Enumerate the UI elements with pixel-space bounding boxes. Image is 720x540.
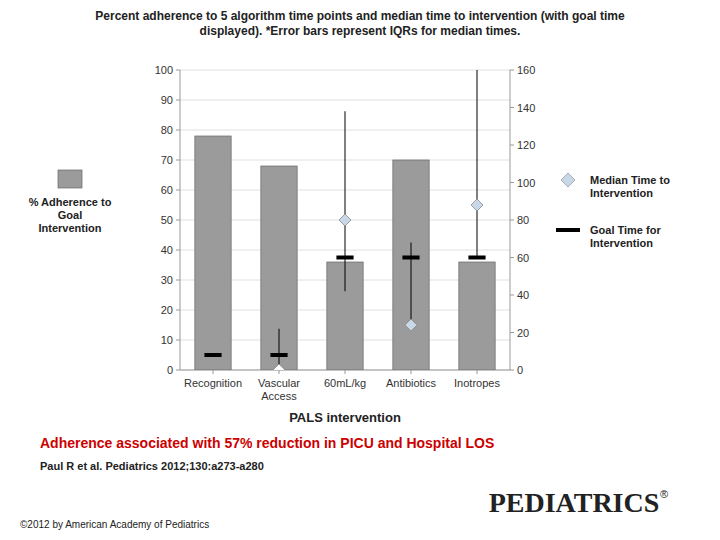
grid-line	[180, 100, 510, 101]
x-tick-label: 60mL/kg	[324, 377, 366, 389]
bar	[393, 160, 429, 370]
x-tick	[345, 370, 346, 374]
annotation: ©2012 by American Academy of Pediatrics	[20, 519, 209, 530]
y-tick-label: 40	[161, 244, 173, 256]
y-tick-label: 70	[161, 154, 173, 166]
legend-label: Median Time toIntervention	[590, 174, 670, 199]
y-tick	[176, 220, 180, 221]
y-tick-label: 10	[161, 334, 173, 346]
legend: % Adherence toGoalIntervention Median Tim…	[29, 170, 671, 249]
y2-tick	[510, 145, 514, 146]
y2-tick	[510, 70, 514, 71]
legend-swatch	[561, 173, 575, 187]
x-tick	[477, 370, 478, 374]
error-bar	[345, 111, 346, 291]
y-tick-label: 50	[161, 214, 173, 226]
y2-tick-label: 100	[517, 177, 535, 189]
x-label: PALS intervention	[289, 410, 401, 425]
median-marker	[471, 199, 483, 211]
y2-tick	[510, 107, 514, 108]
x-tick	[279, 370, 280, 374]
y-tick-label: 80	[161, 124, 173, 136]
y-tick	[176, 340, 180, 341]
median-marker	[273, 364, 285, 370]
title: Percent adherence to 5 algorithm time po…	[95, 9, 625, 38]
y2-tick	[510, 370, 514, 371]
y-tick-label: 60	[161, 184, 173, 196]
x-tick	[213, 370, 214, 374]
goal-line	[336, 256, 353, 260]
y2-tick-label: 80	[517, 214, 529, 226]
y-tick-label: 100	[155, 64, 173, 76]
y2-tick	[510, 257, 514, 258]
y2-tick-label: 0	[517, 364, 523, 376]
chart: Percent adherence to 5 algorithm time po…	[0, 0, 720, 540]
bar	[459, 262, 495, 370]
y2-tick	[510, 182, 514, 183]
y2-tick-label: 60	[517, 252, 529, 264]
y-tick	[176, 280, 180, 281]
y2-tick-label: 120	[517, 139, 535, 151]
median-marker	[405, 319, 417, 331]
y-tick-label: 0	[167, 364, 173, 376]
grid-line	[180, 70, 510, 71]
y2-tick-label: 40	[517, 289, 529, 301]
bar	[261, 166, 297, 370]
goal-line	[204, 353, 221, 357]
goal-line	[402, 256, 419, 260]
legend-label: Goal Time forIntervention	[590, 224, 661, 249]
y2-tick-label: 160	[517, 64, 535, 76]
y-tick	[176, 310, 180, 311]
y-tick	[176, 70, 180, 71]
x-tick-label: Recognition	[184, 377, 242, 389]
annotation: ®	[660, 488, 668, 500]
annotation: Paul R et al. Pediatrics 2012;130:a273-a…	[40, 460, 264, 472]
annotation: PEDIATRICS	[489, 487, 660, 518]
y2-tick	[510, 220, 514, 221]
x-tick-label: VascularAccess	[258, 377, 300, 402]
y-tick	[176, 160, 180, 161]
legend-swatch	[58, 170, 82, 188]
error-bar	[477, 70, 478, 258]
goal-line	[468, 256, 485, 260]
legend-swatch	[556, 228, 580, 232]
y-tick	[176, 370, 180, 371]
y2-tick-label: 140	[517, 102, 535, 114]
x-tick-label: Antibiotics	[386, 377, 437, 389]
y2-tick	[510, 295, 514, 296]
legend-label: % Adherence toGoalIntervention	[29, 196, 112, 234]
y2-tick-label: 20	[517, 327, 529, 339]
median-marker	[339, 214, 351, 226]
y-tick	[176, 130, 180, 131]
x-tick-label: Inotropes	[454, 377, 500, 389]
grid	[180, 70, 510, 370]
y-tick-label: 90	[161, 94, 173, 106]
bar	[195, 136, 231, 370]
y2-tick	[510, 332, 514, 333]
marks	[195, 70, 495, 370]
y-tick	[176, 190, 180, 191]
y-tick	[176, 100, 180, 101]
y-tick	[176, 250, 180, 251]
y-tick-label: 30	[161, 274, 173, 286]
error-bar	[411, 243, 412, 326]
goal-line	[270, 353, 287, 357]
annotation: Adherence associated with 57% reduction …	[40, 435, 494, 451]
x-tick	[411, 370, 412, 374]
y-tick-label: 20	[161, 304, 173, 316]
